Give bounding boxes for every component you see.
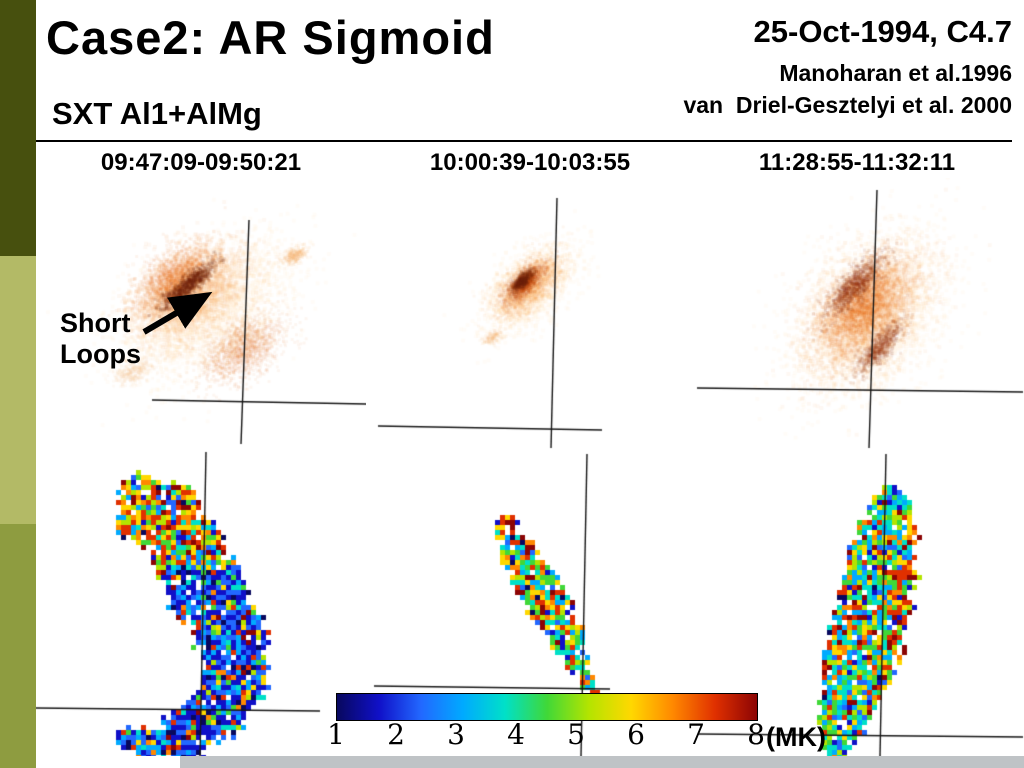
- colorbar-tick: 6: [627, 718, 645, 751]
- divider-line: [36, 140, 1012, 142]
- colorbar-tick: 3: [447, 718, 465, 751]
- event-label: 25-Oct-1994, C4.7: [753, 14, 1012, 49]
- annotation-line-1: Short: [60, 308, 131, 338]
- colorbar-tick: 8: [747, 718, 765, 751]
- reference-1: Manoharan et al.1996: [779, 60, 1012, 86]
- colorbar-unit-label: (MK): [766, 722, 826, 752]
- reference-2: van Driel-Gesztelyi et al. 2000: [683, 92, 1012, 118]
- short-loops-annotation: Short Loops: [60, 308, 141, 370]
- sxt-image-3: [692, 178, 1024, 450]
- colorbar-tick: 7: [687, 718, 705, 751]
- sidebar-stripe-top: [0, 0, 36, 256]
- sidebar-stripe-middle: [0, 256, 36, 524]
- colorbar-tick: 4: [507, 718, 525, 751]
- colorbar-tick: 2: [387, 718, 405, 751]
- colorbar-ticks: 1 2 3 4 5 6 7 8: [326, 718, 766, 751]
- temperature-colorbar: [336, 693, 758, 721]
- sxt-image-2: [370, 178, 690, 450]
- temperature-map-1: [36, 450, 366, 756]
- colorbar-tick: 5: [567, 718, 585, 751]
- slide-title: Case2: AR Sigmoid: [46, 11, 495, 64]
- sidebar-stripe-bottom: [0, 524, 36, 768]
- time-label-1: 09:47:09-09:50:21: [100, 149, 302, 176]
- bottom-bar: [180, 756, 1024, 768]
- time-label-2: 10:00:39-10:03:55: [429, 149, 631, 176]
- annotation-line-2: Loops: [60, 339, 141, 370]
- colorbar-tick: 1: [327, 718, 345, 751]
- annotation-arrow-icon: [142, 291, 213, 335]
- filter-label: SXT Al1+AlMg: [52, 96, 262, 131]
- time-label-3: 11:28:55-11:32:11: [758, 149, 956, 176]
